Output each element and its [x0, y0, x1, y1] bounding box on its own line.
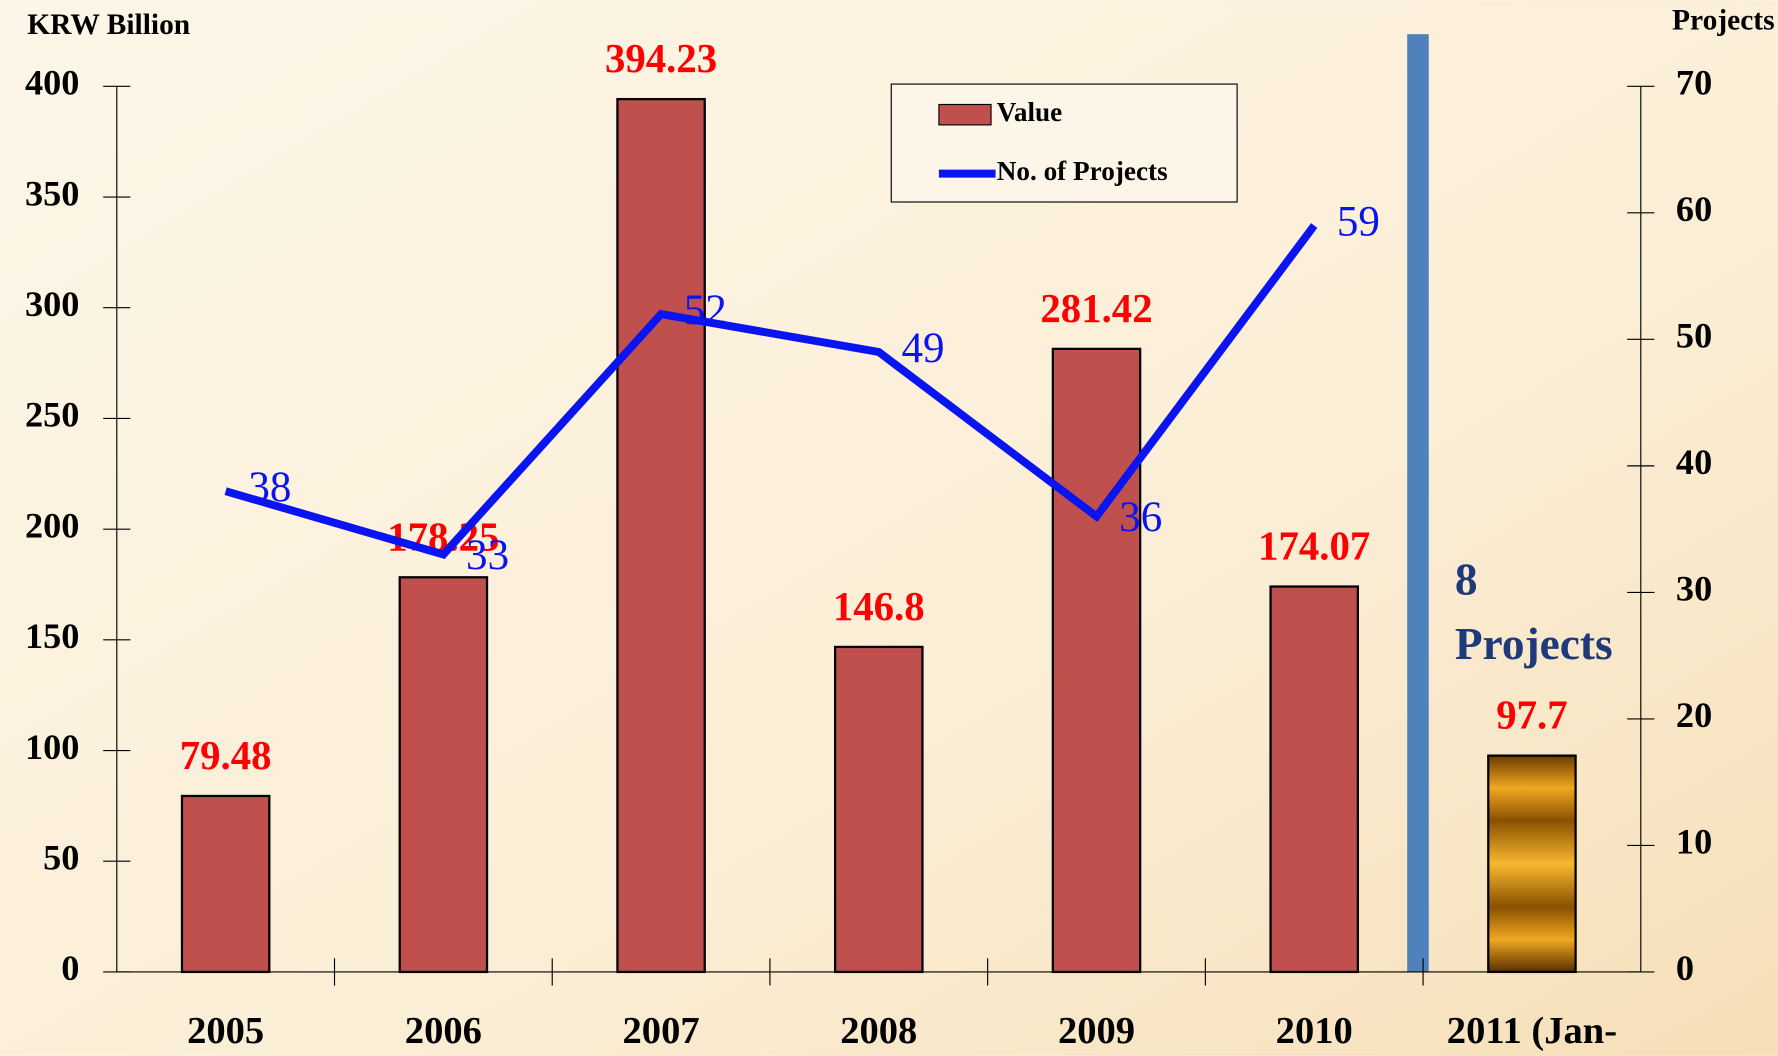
data-label: 79.48 — [180, 733, 272, 778]
legend-swatch — [938, 103, 992, 126]
x-tick-label: 2007 — [623, 1010, 700, 1052]
bar — [834, 645, 924, 974]
y2-tick-label: 50 — [1676, 316, 1712, 356]
y2-tick-label: 10 — [1676, 822, 1712, 862]
data-label: 281.42 — [1040, 286, 1152, 331]
x-tick-label: 2008 — [840, 1010, 917, 1052]
bar — [1051, 347, 1142, 974]
y-tick-label: 250 — [25, 395, 79, 435]
x-tick-label: 2005 — [187, 1010, 264, 1052]
legend-label: No. of Projects — [997, 156, 1168, 186]
y-tick-label: 150 — [25, 616, 79, 656]
y-tick-label: 300 — [25, 284, 79, 324]
y-tick-label: 400 — [25, 63, 79, 103]
data-label: 394.23 — [605, 36, 717, 81]
y-tick-label: 50 — [43, 838, 79, 878]
y-axis-label: KRW Billion — [27, 9, 190, 41]
data-label: 174.07 — [1258, 524, 1370, 569]
line-label: 52 — [684, 287, 727, 334]
line — [224, 223, 1318, 559]
y2-tick-label: 30 — [1676, 569, 1712, 609]
y2-tick-label: 60 — [1676, 189, 1712, 229]
legend — [890, 83, 1238, 203]
annotation: 8 — [1455, 555, 1478, 605]
y2-tick-label: 40 — [1676, 442, 1712, 482]
bar — [180, 794, 271, 974]
x-tick-label: 2011 (Jan- — [1447, 1010, 1617, 1052]
data-label: 146.8 — [833, 584, 925, 629]
y-tick-label: 100 — [25, 727, 79, 767]
y2-tick-label: 70 — [1676, 63, 1712, 103]
y-tick-label: 0 — [61, 948, 79, 988]
line-label: 33 — [466, 532, 509, 579]
x-tick-label: 2010 — [1276, 1010, 1353, 1052]
line-label: 49 — [901, 325, 944, 372]
x-tick-label: 2009 — [1058, 1010, 1135, 1052]
line-label: 38 — [248, 464, 291, 511]
x-tick-label: 2006 — [405, 1010, 482, 1052]
bar — [1487, 754, 1577, 974]
y-tick-label: 350 — [25, 173, 79, 213]
bar — [398, 576, 489, 974]
y2-tick-label: 0 — [1676, 948, 1694, 988]
y2-tick-label: 20 — [1676, 695, 1712, 735]
bar — [616, 97, 706, 974]
line-label: 59 — [1337, 198, 1380, 245]
line-label: 36 — [1119, 494, 1162, 541]
y2-axis-label: Projects — [1672, 5, 1775, 37]
separator — [1407, 34, 1429, 972]
legend-label: Value — [997, 97, 1063, 127]
annotation: Projects — [1455, 619, 1613, 669]
y-tick-label: 200 — [25, 505, 79, 545]
data-label: 97.7 — [1496, 693, 1567, 738]
bar — [1269, 585, 1360, 974]
